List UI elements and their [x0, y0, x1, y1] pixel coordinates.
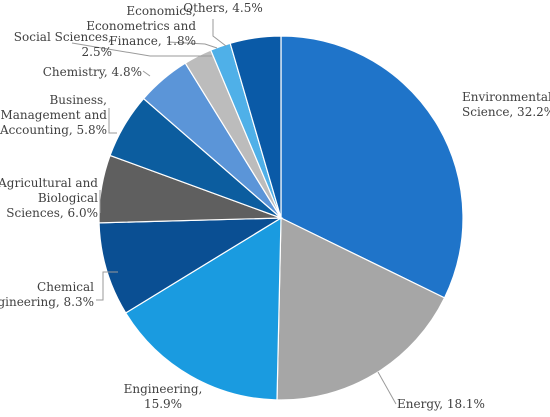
leader-line-others	[212, 19, 227, 47]
leader-line-social-sciences	[71, 42, 212, 57]
slice-label-agricultural-and-biological-sciences: Agricultural and Biological Sciences, 6.0%	[0, 176, 98, 220]
leader-line-business	[108, 108, 117, 134]
slice-label-social-sciences: Social Sciences, 2.5%	[14, 30, 112, 59]
pie-slice-chemical-engineering	[98, 217, 284, 314]
slice-label-chemical-engineering: ChemicalEngineering, 8.3%	[0, 280, 94, 309]
pie-slice-environmental-science	[280, 35, 464, 299]
pie-slice-energy	[276, 217, 446, 401]
slice-label-economics: Economics, Econometrics and Finance, 1.8%	[86, 4, 196, 48]
slice-label-others: Others, 4.5%	[183, 1, 263, 15]
slice-label-business: Business, Management and Accounting, 5.8%	[0, 93, 107, 137]
leader-line-chemical-engineering	[96, 271, 118, 301]
slice-label-energy: Energy, 18.1%	[397, 397, 485, 411]
leader-line-energy	[377, 371, 397, 405]
leader-line-chemistry	[142, 70, 151, 77]
pie-slice-others	[229, 35, 282, 219]
slice-label-environmental-science: Environmental Science, 32.2%	[462, 90, 550, 119]
pie-slice-engineering	[124, 216, 282, 401]
slice-label-chemistry: Chemistry, 4.8%	[43, 65, 142, 79]
leader-line-economics	[167, 41, 218, 49]
pie-slices	[98, 35, 464, 401]
leader-lines	[71, 19, 397, 405]
slice-label-engineering: Engineering, 15.9%	[124, 382, 203, 411]
